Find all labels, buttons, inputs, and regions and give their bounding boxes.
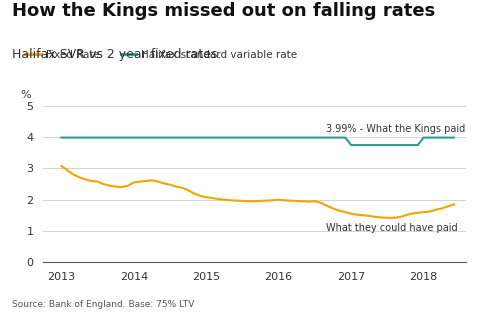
Text: What they could have paid: What they could have paid	[326, 223, 457, 233]
Text: How the Kings missed out on falling rates: How the Kings missed out on falling rate…	[12, 2, 435, 20]
Text: %: %	[20, 90, 31, 100]
Legend: Fixed Rate, Halifax standard variable rate: Fixed Rate, Halifax standard variable ra…	[21, 46, 302, 64]
Text: Source: Bank of England. Base: 75% LTV: Source: Bank of England. Base: 75% LTV	[12, 300, 194, 309]
Text: Halifax SVR vs 2 year fixed rates.: Halifax SVR vs 2 year fixed rates.	[12, 48, 221, 61]
Text: BBC: BBC	[425, 291, 453, 305]
Text: 3.99% - What the Kings paid: 3.99% - What the Kings paid	[326, 124, 465, 134]
